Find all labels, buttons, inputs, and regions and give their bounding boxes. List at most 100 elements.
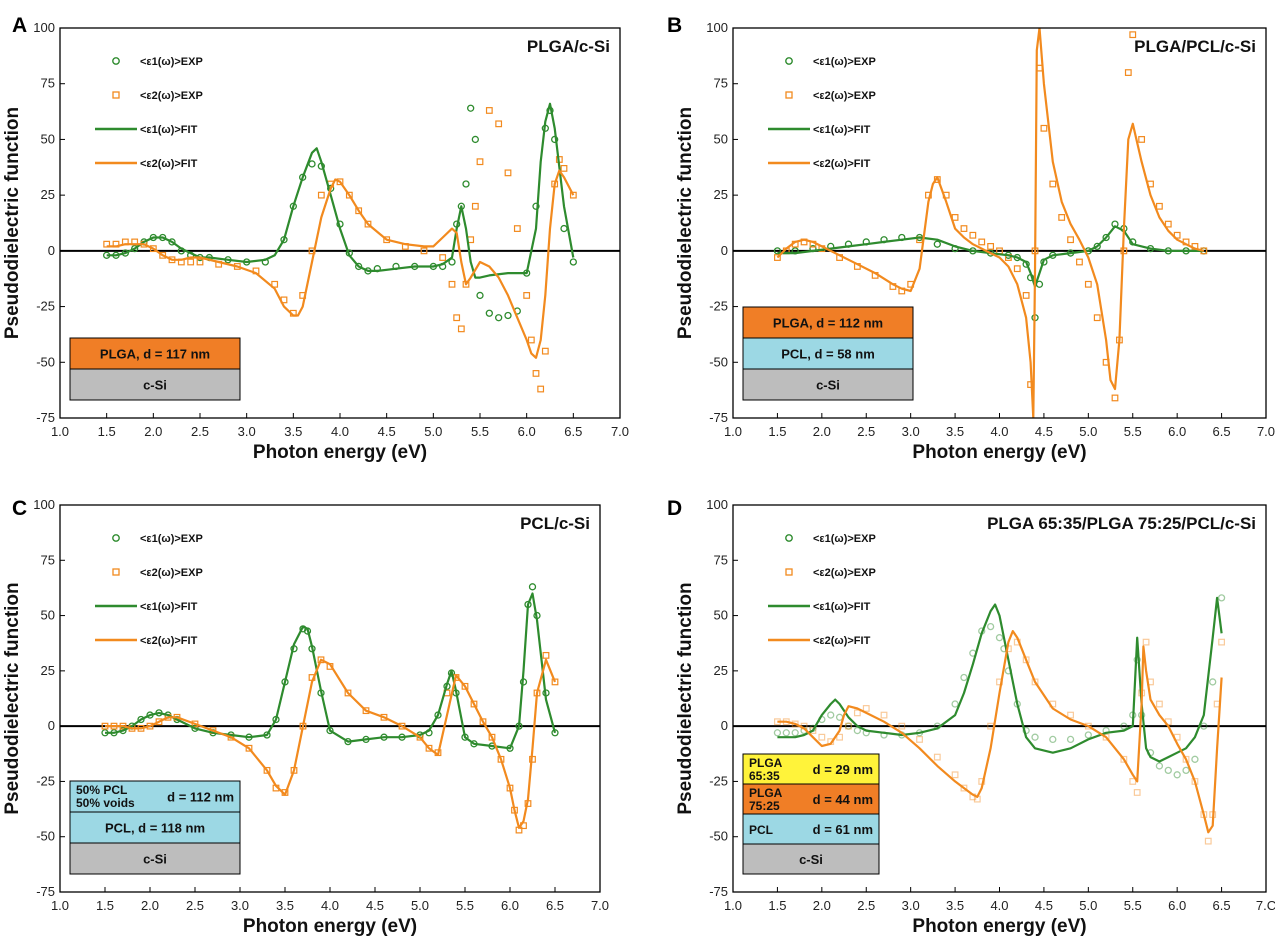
y-tick-label: 100	[706, 497, 728, 512]
x-tick-label: 2.5	[857, 898, 875, 913]
data-point-eps1	[1209, 678, 1217, 686]
x-tick-label: 5.5	[471, 424, 489, 439]
data-point-eps2	[960, 225, 968, 232]
legend-label-eps1_fit: <ε1(ω)>FIT	[813, 601, 871, 613]
chart-title: PLGA 65:35/PLGA 75:25/PCL/c-Si	[987, 514, 1256, 533]
data-point-eps2	[1067, 711, 1074, 719]
data-point-eps2	[532, 370, 540, 377]
data-point-eps2	[537, 385, 545, 393]
x-tick-label: 2.5	[857, 424, 875, 439]
panel-b: B 1.0 1.5 2.0 2.5 3.0 3.5 4.0 4.5 5.0 5.5 6.0 6.5 7.…	[637, 0, 1275, 473]
layer-name-2: 75:25	[749, 799, 780, 813]
legend-label-eps2_fit: <ε2(ω)>FIT	[140, 635, 198, 647]
x-tick-label: 3.0	[231, 898, 249, 913]
data-point-eps2	[495, 120, 503, 128]
y-tick-label: 75	[714, 552, 728, 567]
x-axis-label: Photon energy (eV)	[912, 442, 1086, 463]
y-tick-label: -25	[709, 773, 728, 788]
panel-letter-d: D	[667, 497, 683, 520]
y-tick-label: -25	[36, 299, 55, 314]
layer-label: c-Si	[816, 378, 840, 393]
data-point-eps2	[103, 240, 111, 248]
layer-box	[69, 337, 241, 370]
chart-title: PLGA/PCL/c-Si	[1134, 37, 1256, 56]
x-tick-label: 6.0	[501, 898, 519, 913]
x-tick-label: 1.0	[724, 424, 742, 439]
data-point-eps1	[1093, 242, 1101, 251]
data-point-eps2	[987, 243, 995, 250]
x-tick-label: 4.0	[990, 898, 1008, 913]
y-tick-label: 50	[714, 608, 728, 623]
data-point-eps2	[476, 158, 484, 166]
y-tick-label: 0	[48, 243, 55, 258]
legend-label-eps2_fit: <ε2(ω)>FIT	[813, 635, 871, 647]
data-point-eps2	[862, 705, 870, 712]
x-tick-label: 1.0	[51, 898, 69, 913]
data-point-eps2	[836, 733, 844, 741]
data-point-eps2	[420, 247, 428, 255]
data-point-eps2	[263, 766, 271, 774]
y-tick-label: 0	[48, 718, 55, 733]
data-point-eps1	[495, 314, 503, 322]
x-tick-label: 3.5	[946, 424, 964, 439]
x-tick-label: 7.0	[1257, 424, 1275, 439]
x-tick-label: 2.0	[141, 898, 159, 913]
data-point-eps2	[1058, 214, 1066, 221]
y-tick-label: 0	[721, 718, 728, 733]
data-point-eps1	[308, 160, 316, 168]
data-point-eps2	[336, 178, 344, 186]
x-tick-label: 2.0	[144, 424, 162, 439]
chart-title: PCL/c-Si	[520, 514, 590, 533]
x-tick-label: 4.5	[366, 898, 384, 913]
data-point-eps2	[569, 191, 577, 199]
x-tick-label: 1.0	[51, 424, 69, 439]
plot-area	[101, 583, 559, 834]
x-tick-label: 4.5	[378, 424, 396, 439]
data-point-eps2	[951, 771, 959, 779]
series-line-eps1_fit	[777, 596, 1223, 763]
x-tick-label: 5.0	[1079, 898, 1097, 913]
y-tick-label: -75	[709, 884, 728, 899]
plot-area	[103, 102, 577, 393]
plot-frame	[732, 504, 1267, 893]
panel-a: A 1.0 1.5 2.0 2.5 3.0 3.5 4.0 4.5 5.0 5.5 6.0 6.5 7.…	[0, 0, 637, 473]
data-point-eps1	[1173, 771, 1181, 779]
data-point-eps2	[1155, 202, 1163, 210]
panel-d: D 1.0 1.5 2.0 2.5 3.0 3.5 4.0 4.5 5.0 5.5 6.0 6.5 7.…	[637, 473, 1275, 946]
x-tick-label: 5.5	[456, 898, 474, 913]
plot-frame	[732, 27, 1267, 419]
data-point-eps1	[853, 726, 862, 735]
data-point-eps2	[1067, 236, 1074, 244]
data-point-eps2	[916, 736, 923, 743]
data-point-eps2	[960, 784, 968, 792]
layer-box	[742, 368, 914, 401]
x-tick-label: 1.5	[768, 898, 786, 913]
series-line-eps2_fit	[105, 658, 557, 829]
data-point-eps1	[1049, 735, 1057, 744]
panel-c: C 1.0 1.5 2.0 2.5 3.0 3.5 4.0 4.5 5.0 5.5 6.0 6.5 7.…	[0, 473, 637, 946]
data-point-eps2	[398, 722, 406, 730]
y-tick-label: 100	[33, 20, 55, 35]
y-tick-label: 25	[714, 663, 728, 678]
y-tick-label: 0	[721, 243, 728, 258]
data-point-eps2	[541, 347, 549, 355]
series-line-eps2_fit	[776, 28, 1205, 418]
chart-a: 1.0 1.5 2.0 2.5 3.0 3.5 4.0 4.5 5.0 5.5 6.0 6.5 7.0 -…	[2, 20, 629, 463]
data-point-eps2	[457, 325, 465, 333]
legend-label-eps1_exp: <ε1(ω)>EXP	[813, 533, 876, 545]
data-point-eps2	[1102, 733, 1110, 741]
x-axis-label: Photon energy (eV)	[243, 916, 417, 937]
data-point-eps1	[569, 258, 577, 266]
data-point-eps2	[818, 733, 826, 741]
y-tick-label: -50	[709, 354, 728, 369]
layer-name-2: 50% voids	[76, 796, 135, 810]
layer-box	[742, 753, 880, 785]
data-point-eps1	[1084, 731, 1092, 739]
y-axis-label: Pseudodielectric function	[2, 582, 23, 814]
data-point-eps2	[155, 718, 163, 726]
layer-box	[69, 368, 241, 401]
data-point-eps1	[1031, 733, 1039, 741]
data-point-eps2	[1164, 220, 1172, 228]
data-point-eps1	[471, 135, 479, 144]
legend-label-eps1_fit: <ε1(ω)>FIT	[140, 124, 198, 136]
